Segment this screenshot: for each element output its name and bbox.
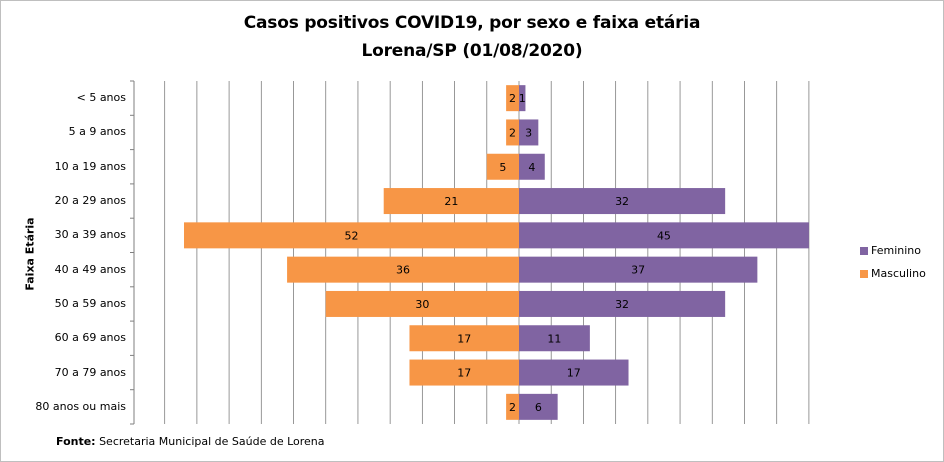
category-label: 20 a 29 anos [54,194,126,208]
data-label-masculino: 5 [499,161,506,174]
data-label-feminino: 4 [528,161,535,174]
bar-feminino [519,153,545,180]
data-label-masculino: 36 [396,264,410,277]
category-label: < 5 anos [76,91,126,105]
legend-swatch-masculino [860,270,868,278]
source-label: Fonte: [56,435,96,448]
data-label-masculino: 21 [444,195,458,208]
chart-subtitle: Lorena/SP (01/08/2020) [361,41,583,61]
category-label: 60 a 69 anos [54,331,126,345]
data-label-masculino: 52 [345,229,359,242]
bar-feminino [519,222,809,249]
legend-swatch-feminino [860,247,868,255]
legend-label: Masculino [871,267,926,280]
data-label-feminino: 11 [547,332,561,345]
bar-masculino [506,85,519,112]
legend-item-feminino: Feminino [860,244,921,258]
bar-feminino [519,359,629,386]
data-label-feminino: 3 [525,126,532,139]
category-label: 30 a 39 anos [54,228,126,242]
bar-feminino [519,119,539,146]
bar-masculino [184,222,519,249]
data-label-feminino: 32 [615,195,629,208]
data-label-masculino: 2 [509,126,516,139]
bar-masculino [486,153,519,180]
category-label: 40 a 49 anos [54,262,126,276]
data-label-masculino: 17 [457,332,471,345]
legend-item-masculino: Masculino [860,267,926,281]
data-label-feminino: 17 [567,367,581,380]
category-label: 80 anos ou mais [35,399,126,413]
data-label-masculino: 2 [509,401,516,414]
bar-masculino [409,359,519,386]
bar-masculino [325,290,519,317]
data-label-feminino: 45 [657,229,671,242]
source-note: Fonte: Secretaria Municipal de Saúde de … [56,435,325,448]
data-label-masculino: 2 [509,92,516,105]
data-label-masculino: 17 [457,367,471,380]
bar-feminino [519,325,590,352]
bar-masculino [287,256,519,283]
bar-feminino [519,256,758,283]
data-label-feminino: 6 [535,401,542,414]
source-text: Secretaria Municipal de Saúde de Lorena [95,435,325,448]
bar-feminino [519,393,558,420]
bar-feminino [519,290,726,317]
category-label: 10 a 19 anos [54,159,126,173]
category-label: 50 a 59 anos [54,296,126,310]
data-label-feminino: 37 [631,264,645,277]
bar-masculino [383,188,519,215]
category-label: 70 a 79 anos [54,365,126,379]
bar-feminino [519,188,726,215]
bar-masculino [506,393,519,420]
bar-masculino [506,119,519,146]
category-label: 5 a 9 anos [68,125,126,139]
legend-label: Feminino [871,244,921,257]
data-label-feminino: 32 [615,298,629,311]
bar-masculino [409,325,519,352]
data-label-masculino: 30 [415,298,429,311]
data-label-feminino: 1 [519,92,526,105]
bar-feminino [519,85,526,112]
chart-title: Casos positivos COVID19, por sexo e faix… [243,13,701,33]
